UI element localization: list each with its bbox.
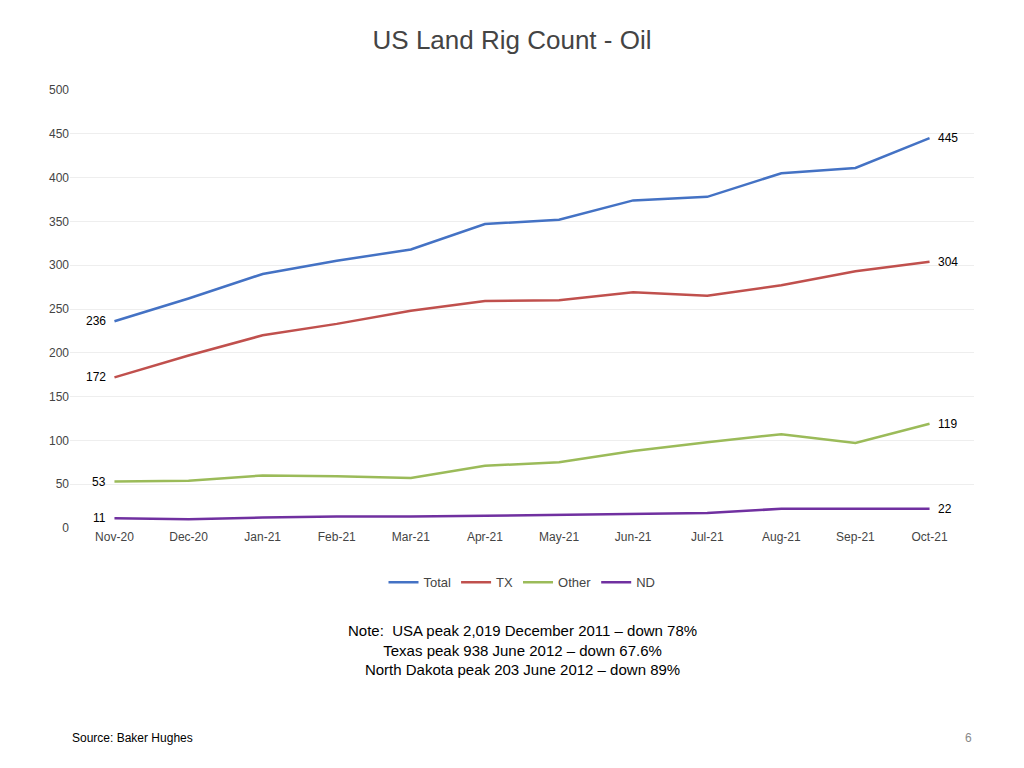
svg-text:200: 200 bbox=[49, 346, 69, 360]
svg-text:119: 119 bbox=[938, 417, 957, 431]
svg-text:236: 236 bbox=[86, 314, 106, 328]
svg-text:US Land Rig Count - Oil: US Land Rig Count - Oil bbox=[373, 25, 652, 55]
svg-text:Total: Total bbox=[424, 575, 452, 590]
svg-text:Feb-21: Feb-21 bbox=[318, 530, 356, 544]
svg-text:11: 11 bbox=[93, 511, 106, 525]
svg-text:Dec-20: Dec-20 bbox=[169, 530, 208, 544]
svg-text:304: 304 bbox=[938, 255, 958, 269]
svg-text:Source: Baker Hughes: Source: Baker Hughes bbox=[72, 731, 193, 745]
svg-text:Apr-21: Apr-21 bbox=[467, 530, 503, 544]
svg-text:0: 0 bbox=[62, 521, 69, 535]
svg-text:Sep-21: Sep-21 bbox=[836, 530, 875, 544]
svg-text:Jan-21: Jan-21 bbox=[244, 530, 281, 544]
svg-text:Mar-21: Mar-21 bbox=[392, 530, 430, 544]
svg-text:445: 445 bbox=[938, 131, 958, 145]
svg-text:Aug-21: Aug-21 bbox=[762, 530, 801, 544]
svg-text:22: 22 bbox=[938, 502, 952, 516]
svg-text:53: 53 bbox=[92, 475, 106, 489]
svg-text:ND: ND bbox=[636, 575, 655, 590]
svg-text:150: 150 bbox=[49, 390, 69, 404]
svg-text:Jul-21: Jul-21 bbox=[691, 530, 724, 544]
svg-text:500: 500 bbox=[49, 83, 69, 97]
svg-text:6: 6 bbox=[965, 731, 972, 745]
svg-text:100: 100 bbox=[49, 434, 69, 448]
svg-text:May-21: May-21 bbox=[539, 530, 579, 544]
svg-text:Oct-21: Oct-21 bbox=[912, 530, 948, 544]
svg-text:Other: Other bbox=[558, 575, 591, 590]
svg-text:250: 250 bbox=[49, 302, 69, 316]
svg-text:50: 50 bbox=[56, 477, 70, 491]
svg-text:300: 300 bbox=[49, 258, 69, 272]
svg-text:Jun-21: Jun-21 bbox=[615, 530, 652, 544]
svg-text:350: 350 bbox=[49, 215, 69, 229]
svg-text:400: 400 bbox=[49, 171, 69, 185]
svg-text:Nov-20: Nov-20 bbox=[95, 530, 134, 544]
svg-text:172: 172 bbox=[86, 370, 106, 384]
svg-text:TX: TX bbox=[496, 575, 513, 590]
svg-text:450: 450 bbox=[49, 127, 69, 141]
svg-text:Note: USA peak 2,019 December: Note: USA peak 2,019 December 2011 – dow… bbox=[348, 622, 697, 678]
